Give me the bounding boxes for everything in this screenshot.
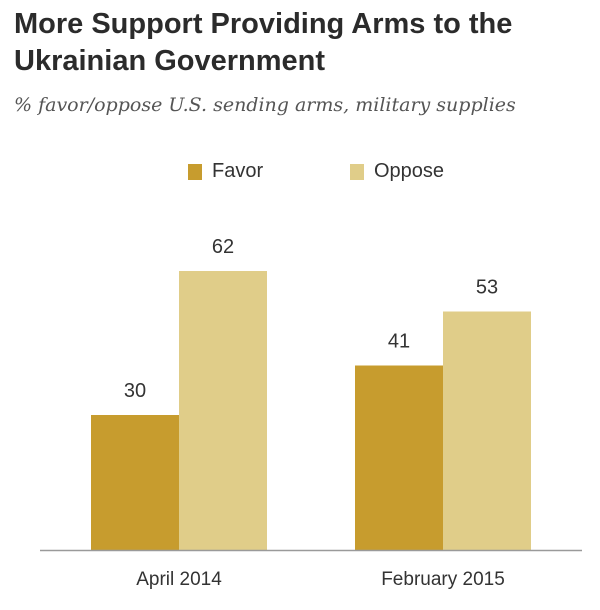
chart-subtitle: % favor/oppose U.S. sending arms, milita… — [14, 94, 516, 116]
bar-value-favor-0: 30 — [124, 380, 146, 402]
legend-item-oppose: Oppose — [350, 160, 444, 183]
legend-item-favor: Favor — [188, 160, 263, 183]
legend-label-oppose: Oppose — [374, 160, 445, 182]
legend-swatch-favor — [188, 163, 202, 180]
bar-oppose-0 — [179, 271, 267, 550]
bar-favor-0 — [91, 415, 179, 550]
bar-favor-1 — [355, 365, 443, 550]
legend-swatch-oppose — [350, 163, 364, 180]
bar-value-oppose-0: 62 — [212, 236, 234, 258]
bar-oppose-1 — [443, 311, 531, 550]
legend-label-favor: Favor — [212, 160, 264, 182]
legend: Favor Oppose — [0, 160, 600, 190]
bar-value-oppose-1: 53 — [476, 277, 498, 299]
category-label-1: February 2015 — [381, 569, 505, 590]
bar-value-favor-1: 41 — [388, 331, 410, 353]
category-label-0: April 2014 — [136, 569, 222, 590]
chart-title: More Support Providing Arms to the Ukrai… — [14, 8, 513, 77]
